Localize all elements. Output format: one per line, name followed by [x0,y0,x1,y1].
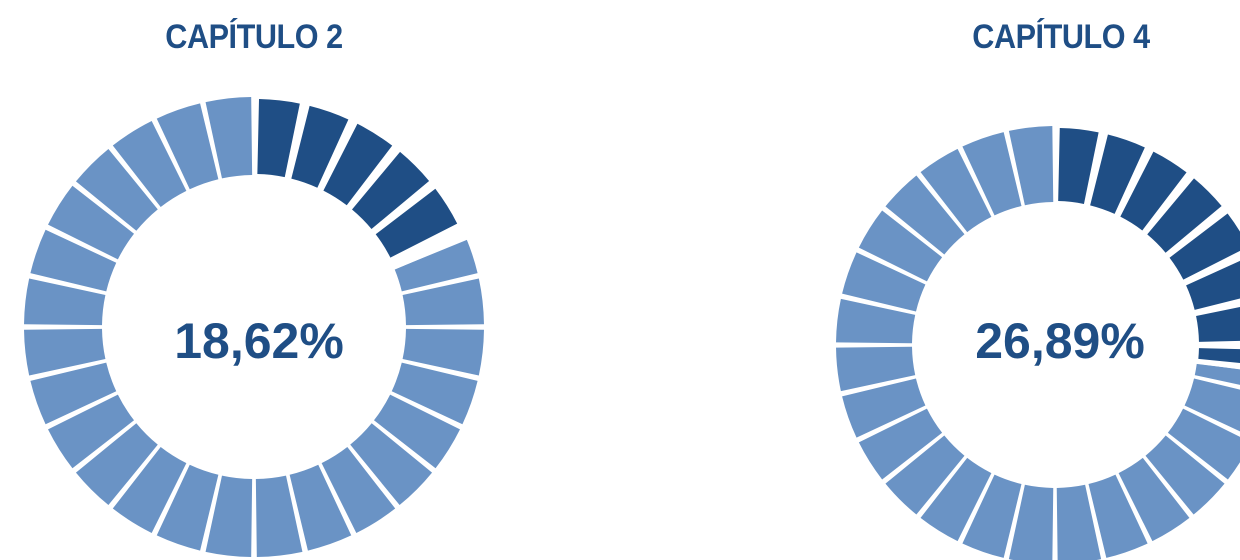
donut-value-segment [1169,213,1240,280]
donut-remaining-segment [1184,378,1240,432]
donut-chart-capitulo-4 [836,126,1240,560]
donut-remaining-segment [842,378,926,438]
chart-2-center-label: 26,89% [975,313,1145,369]
donut-value-segment [1196,307,1240,342]
donut-value-segment [1147,178,1222,253]
donut-remaining-segment [321,446,396,533]
donut-remaining-segment [1056,484,1102,560]
donut-remaining-segment [1088,474,1148,558]
donut-remaining-segment [402,328,484,376]
donut-remaining-segment [112,121,187,208]
chart-1-center-label: 18,62% [174,313,344,369]
donut-remaining-segment [30,362,117,425]
chart-1-title: CAPÍTULO 2 [165,18,343,56]
donut-value-segment [1058,128,1099,204]
donut-remaining-segment [858,210,943,282]
donut-remaining-segment [842,252,926,312]
donut-remaining-segment [836,346,916,392]
donut-value-segment [323,123,393,206]
donut-value-boundary [381,234,470,275]
donut-value-segment [1090,134,1145,214]
donut-remaining-segment [373,394,460,469]
donut-remaining-segment [885,175,965,255]
donut-remaining-segment [962,474,1022,558]
donut-value-boundary [1184,358,1240,370]
donut-chart-capitulo-2 [24,97,484,557]
donut-value-segment [1186,260,1240,310]
donut-remaining-segment [30,229,117,292]
donut-value-segment [375,188,458,258]
donut-remaining-segment [205,97,253,179]
donut-remaining-segment [962,132,1022,216]
donut-value-segment [257,99,300,178]
donut-remaining-segment [255,475,303,557]
donut-remaining-segment [75,148,158,231]
donut-value-segment [1198,348,1240,363]
donut-value-segment [352,151,430,229]
chart-2-title: CAPÍTULO 4 [972,18,1150,56]
donut-remaining-segment [1008,126,1054,206]
donut-remaining-segment [205,475,253,557]
donut-value-segment [1120,151,1187,231]
donut-remaining-segment [885,435,965,515]
donut-remaining-segment [391,362,478,425]
donut-remaining-segment [112,446,187,533]
donut-remaining-segment [394,239,478,292]
donut-remaining-segment [1008,484,1054,560]
donut-remaining-segment [1194,363,1240,385]
donut-remaining-segment [75,423,158,506]
donut-remaining-segment [350,423,433,506]
donut-remaining-segment [1145,435,1225,515]
donut-remaining-segment [156,103,219,190]
donut-remaining-segment [836,298,916,344]
donut-remaining-segment [402,278,484,326]
donut-remaining-segment [289,464,352,551]
donut-value-segment [291,105,349,188]
donut-remaining-segment [24,328,106,376]
donut-remaining-segment [858,408,943,480]
donut-remaining-segment [1167,408,1240,480]
donut-remaining-segment [48,394,135,469]
donut-remaining-segment [920,148,992,233]
donut-remaining-segment [1118,457,1190,542]
donut-remaining-segment [24,278,106,326]
donut-remaining-segment [48,185,135,260]
donut-remaining-segment [920,457,992,542]
donut-remaining-segment [156,464,219,551]
